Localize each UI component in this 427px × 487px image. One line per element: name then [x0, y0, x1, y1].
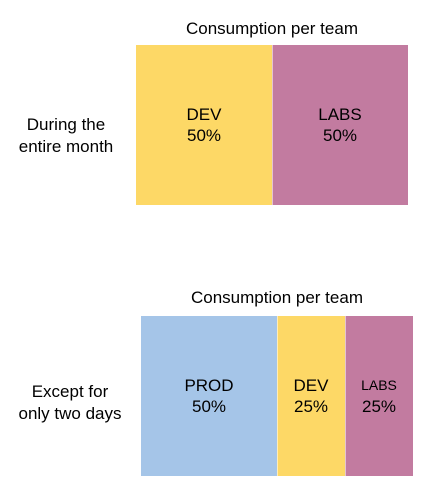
row-label-line-2: entire month: [18, 137, 114, 156]
row-label-line-2: only two days: [18, 404, 122, 423]
segment-value-label: 25%: [361, 397, 397, 416]
segment-label: LABS 50%: [272, 104, 408, 146]
segment-label: DEV 50%: [136, 104, 272, 146]
row-label-line-1: During the: [26, 115, 106, 134]
stacked-bar: DEV 50% LABS 50%: [136, 45, 408, 205]
chart-entire-month: Consumption per team During the entire m…: [0, 0, 427, 220]
segment-value-label: 50%: [322, 126, 358, 145]
bar-segment-prod: PROD 50%: [141, 316, 277, 476]
row-label-line-1: Except for: [31, 382, 109, 401]
segment-value-label: 50%: [191, 397, 227, 416]
segment-label: DEV 25%: [277, 375, 345, 417]
segment-label: LABS 25%: [345, 375, 413, 417]
segment-divider: [345, 316, 346, 476]
chart-title: Consumption per team: [191, 288, 363, 307]
segment-category-label: DEV: [293, 376, 329, 395]
row-label: Except for only two days: [0, 381, 140, 425]
segment-divider: [277, 316, 278, 476]
segment-category-label: LABS: [318, 105, 362, 124]
stacked-bar: PROD 50% DEV 25% LABS 25%: [141, 316, 413, 476]
chart-title: Consumption per team: [186, 19, 358, 38]
segment-label: PROD 50%: [141, 375, 277, 417]
bar-segment-dev: DEV 25%: [277, 316, 345, 476]
segment-value-label: 50%: [186, 126, 222, 145]
segment-value-label: 25%: [293, 397, 329, 416]
bar-segment-labs: LABS 25%: [345, 316, 413, 476]
segment-divider: [272, 45, 273, 205]
bar-segment-labs: LABS 50%: [272, 45, 408, 205]
row-label: During the entire month: [0, 114, 132, 158]
segment-category-label: PROD: [184, 376, 234, 395]
bar-segment-dev: DEV 50%: [136, 45, 272, 205]
chart-except-two-days: Consumption per team Except for only two…: [0, 280, 427, 487]
segment-category-label: LABS: [361, 377, 397, 393]
segment-category-label: DEV: [186, 105, 222, 124]
